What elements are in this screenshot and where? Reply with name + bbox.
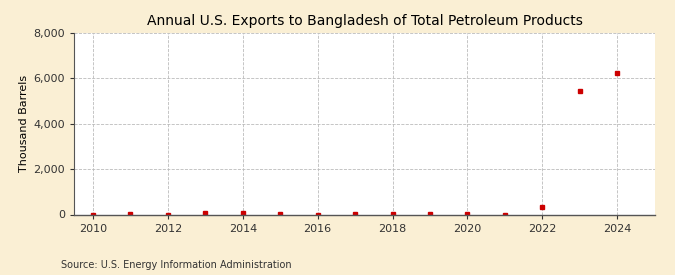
Y-axis label: Thousand Barrels: Thousand Barrels bbox=[20, 75, 30, 172]
Title: Annual U.S. Exports to Bangladesh of Total Petroleum Products: Annual U.S. Exports to Bangladesh of Tot… bbox=[146, 14, 583, 28]
Text: Source: U.S. Energy Information Administration: Source: U.S. Energy Information Administ… bbox=[61, 260, 292, 270]
